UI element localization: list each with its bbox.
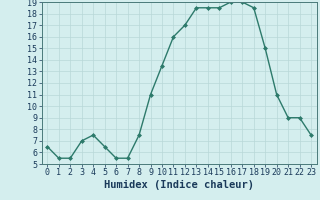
X-axis label: Humidex (Indice chaleur): Humidex (Indice chaleur) bbox=[104, 180, 254, 190]
